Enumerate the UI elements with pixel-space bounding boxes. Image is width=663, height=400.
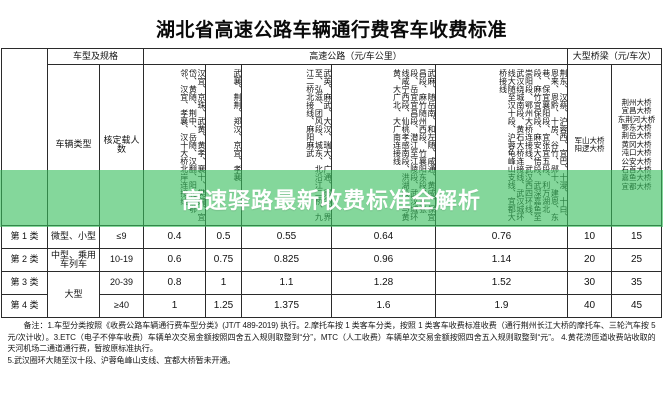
row-value-1: 0.8 <box>143 271 206 295</box>
row-bridge-value-1: 20 <box>567 248 612 272</box>
subheader-rated-passengers-label: 核定载人数 <box>103 134 140 154</box>
row-bridge-value-2: 15 <box>610 225 663 249</box>
row-category: 第 2 类 <box>0 248 48 272</box>
footnote-line-2: 5.武汉圈环大随至汉十段、沪蓉龟峰山支线、宜都大桥暂未开通。 <box>7 355 236 365</box>
row-value-4: 0.96 <box>331 248 436 272</box>
row-value-5: 1.9 <box>435 294 568 318</box>
row-rated-passengers: 10-19 <box>98 248 145 272</box>
subheader-road-col-4: 武麻、随岳南、和左随、咸通、黄咸、保宜昌段、麻竹随州西段、竹襄阳东段、宜张段、岳… <box>331 64 436 226</box>
row-vehicle-type: 中型、乘用车列车 <box>46 248 100 272</box>
row-value-2: 0.75 <box>205 248 242 272</box>
row-rated-passengers: ≥40 <box>98 294 145 318</box>
corner-cell <box>0 48 48 226</box>
row-vehicle-type: 微型、小型 <box>46 225 100 249</box>
group-header-large-bridge: 大型桥梁（元/车次） <box>566 48 663 65</box>
group-header-expressway: 高速公路（元/车公里） <box>143 48 568 65</box>
row-value-5: 1.52 <box>435 271 568 295</box>
page-title: 湖北省高速公路车辆通行费客车收费标准 <box>155 20 507 41</box>
row-value-3: 1.375 <box>241 294 332 318</box>
table-sub-header-row: 车辆类型 核定载人数 汉宜、京珠、武黄、黄孝、襄十、樊魏、宜岱、黄随、荆中、岳随… <box>1 64 663 226</box>
row-category: 第 1 类 <box>0 225 48 249</box>
subheader-road-col-3: 武英、麻武、大汉、瑞大、广通、郧邻、界至、弘滋、团风段、城东、北沿江二桥、九江二… <box>241 64 332 226</box>
row-bridge-value-2: 35 <box>610 271 663 295</box>
row-value-1: 0.4 <box>143 225 206 249</box>
table-row: 第 2 类 中型、乘用车列车 10-19 0.6 0.75 0.825 0.96… <box>0 248 663 272</box>
group-header-vehicle-spec: 车型及规格 <box>46 48 145 65</box>
row-rated-passengers: 20-39 <box>98 271 145 295</box>
subheader-road-col-1: 汉宜、京珠、武黄、黄孝、襄十、樊魏、宜岱、黄随、荆中、岳随、汉翻、阳北、鄂邻、汉… <box>143 64 206 226</box>
table-row: 第 1 类 微型、小型 ≤9 0.4 0.5 0.55 0.64 0.76 10… <box>0 225 663 249</box>
row-value-1: 1 <box>143 294 206 318</box>
subheader-rated-passengers: 核定载人数 <box>98 64 145 226</box>
row-value-4: 0.64 <box>331 225 436 249</box>
row-value-4: 1.6 <box>331 294 436 318</box>
row-rated-passengers: ≤9 <box>98 225 145 249</box>
road-col-3-label: 武英、麻武、大汉、瑞大、广通、郧邻、界至、弘滋、团风段、城东、北沿江二桥、九江二… <box>305 69 331 221</box>
row-bridge-value-2: 45 <box>610 294 663 318</box>
subheader-road-col-5: 荆东、汉蔡、沪蓉西、宜巴、十漫、十白、恩来、恩黔、十房、谷竹、郧十、建恩、东巷、… <box>435 64 568 226</box>
road-col-2-label: 武襄、荆荆、郑汉、京宜、孝襄 <box>233 69 241 181</box>
table-row: 第 3 类 大型 20-39 0.8 1 1.1 1.28 1.52 30 35 <box>0 271 663 318</box>
road-col-4-label: 武麻、随岳南、和左随、咸通、黄咸、保宜昌段、麻竹随州西段、竹襄阳东段、宜张段、岳… <box>392 69 436 221</box>
row-value-3: 0.825 <box>241 248 332 272</box>
subheader-bridge-col-2: 荆州大桥 宜昌大桥 东荆河大桥 鄂东大桥 荆岳大桥 黄冈大桥 沌口大桥 公安大桥… <box>610 64 663 226</box>
subheader-vehicle-type: 车辆类型 <box>46 64 100 226</box>
subheader-vehicle-type-label: 车辆类型 <box>55 139 92 150</box>
toll-fee-table: 车型及规格 高速公路（元/车公里） 大型桥梁（元/车次） 车辆类型 核定载人数 … <box>0 48 663 318</box>
footnote-line-1: 备注：1.车型分类按照《收费公路车辆通行费车型分类》(JT/T 489-2019… <box>7 321 656 354</box>
subheader-road-col-2: 武襄、荆荆、郑汉、京宜、孝襄 <box>205 64 242 226</box>
row-value-5: 1.14 <box>435 248 568 272</box>
row-category: 第 4 类 <box>0 294 48 318</box>
row-value-1: 0.6 <box>143 248 206 272</box>
row-value-4: 1.28 <box>331 271 436 295</box>
road-col-5-label: 荆东、汉蔡、沪蓉西、宜巴、十漫、十白、恩来、恩黔、十房、谷竹、郧十、建恩、东巷、… <box>498 69 567 221</box>
row-vehicle-type: 大型 <box>46 271 100 318</box>
table-row: 第 4 类 ≥40 1 1.25 1.375 1.6 1.9 40 45 <box>0 294 663 318</box>
row-value-2: 0.5 <box>205 225 242 249</box>
road-col-1-label: 汉宜、京珠、武黄、黄孝、襄十、樊魏、宜岱、黄随、荆中、岳随、汉翻、阳北、鄂邻、汉… <box>179 69 205 221</box>
row-category: 第 3 类 <box>0 271 48 295</box>
row-value-5: 0.76 <box>435 225 568 249</box>
row-value-3: 0.55 <box>241 225 332 249</box>
row-value-2: 1.25 <box>205 294 242 318</box>
subheader-bridge-col-1: 军山大桥 阳逻大桥 <box>567 64 612 226</box>
row-bridge-value-2: 25 <box>610 248 663 272</box>
row-bridge-value-1: 10 <box>567 225 612 249</box>
row-bridge-value-1: 40 <box>567 294 612 318</box>
bridge-col-1-label: 军山大桥 阳逻大桥 <box>574 135 605 153</box>
row-value-2: 1 <box>205 271 242 295</box>
row-value-3: 1.1 <box>241 271 332 295</box>
bridge-col-2-label: 荆州大桥 宜昌大桥 东荆河大桥 鄂东大桥 荆岳大桥 黄冈大桥 沌口大桥 公安大桥… <box>617 97 656 191</box>
footnote: 备注：1.车型分类按照《收费公路车辆通行费车型分类》(JT/T 489-2019… <box>8 320 656 366</box>
table-group-header-row: 车型及规格 高速公路（元/车公里） 大型桥梁（元/车次） <box>0 48 663 226</box>
row-bridge-value-1: 30 <box>567 271 612 295</box>
